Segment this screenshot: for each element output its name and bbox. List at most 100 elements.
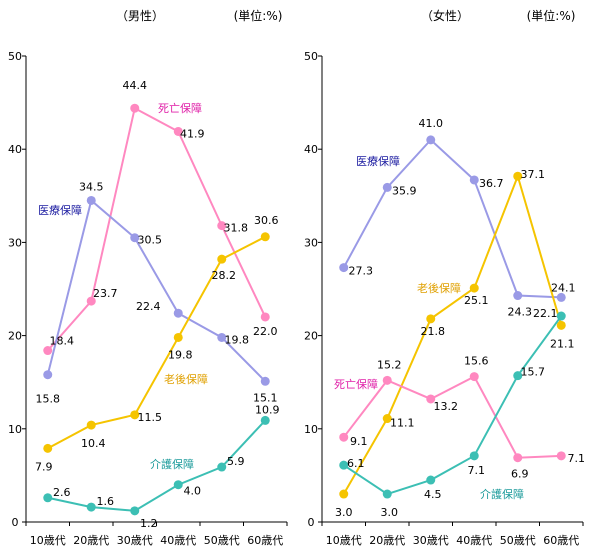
male-data-label: 19.8 (225, 333, 250, 346)
male-data-label: 1.2 (140, 517, 158, 530)
female-data-point (513, 371, 523, 381)
female-data-point (556, 292, 566, 302)
female-data-point (426, 314, 436, 324)
male-data-label: 10.9 (255, 403, 280, 416)
male-unit-label: (単位:%) (234, 8, 283, 23)
male-x-tick-label: 30歳代 (117, 534, 153, 547)
male-data-point (43, 443, 53, 453)
male-data-label: 11.5 (138, 411, 163, 424)
female-series-name-medical: 医療保障 (356, 154, 400, 168)
female-data-point (339, 489, 349, 499)
female-data-point (469, 283, 479, 293)
male-series-name-death: 死亡保障 (158, 101, 202, 115)
female-data-label: 3.0 (381, 506, 399, 519)
male-data-label: 41.9 (180, 127, 205, 140)
female-series-line-0 (342, 138, 562, 299)
female-data-label: 22.1 (533, 307, 558, 320)
male-data-label: 23.7 (93, 287, 118, 300)
male-data-point (260, 376, 270, 386)
male-x-tick-label: 10歳代 (30, 534, 66, 547)
male-series-line-0 (46, 106, 267, 352)
female-y-tick-label: 40 (304, 143, 318, 156)
female-y-tick-label: 20 (304, 330, 318, 343)
female-data-point (556, 320, 566, 330)
female-axes: 0 10 20 30 40 50 10歳代 20歳代 30歳代 40歳代 50歳代 60歳代 (304, 50, 584, 547)
male-series-name-care: 介護保障 (150, 457, 194, 471)
male-data-point (260, 312, 270, 322)
male-data-point (43, 346, 53, 356)
female-data-point (339, 460, 349, 470)
male-data-point (173, 308, 183, 318)
male-data-point (43, 493, 53, 503)
male-data-point (43, 370, 53, 380)
male-x-tick-label: 60歳代 (247, 534, 283, 547)
male-data-label: 19.8 (168, 348, 193, 361)
male-series-names: 死亡保障 医療保障 老後保障 介護保障 (38, 101, 208, 471)
male-data-label: 30.5 (138, 234, 163, 247)
female-data-label: 15.7 (521, 366, 546, 379)
male-chart-panel: （男性） (単位:%) 0 10 20 30 40 50 10歳代 20歳代 30歳代 40歳代 5… (8, 8, 288, 547)
female-y-tick-label: 30 (304, 236, 318, 249)
male-series-line-3 (47, 419, 266, 512)
female-data-point (339, 432, 349, 442)
male-data-label: 30.6 (254, 214, 279, 227)
female-series-name-death: 死亡保障 (334, 377, 378, 391)
male-data-label: 18.4 (50, 335, 75, 348)
male-data-label: 28.2 (212, 269, 237, 282)
male-y-tick-label: 20 (8, 330, 22, 343)
female-data-label: 11.1 (390, 417, 415, 430)
female-series-line-2 (342, 375, 562, 459)
female-value-labels: 27.3 35.9 41.0 36.7 24.3 24.1 3.0 11.1 21.8 25.1 3… (335, 117, 585, 519)
female-y-tick-label: 0 (308, 516, 315, 529)
female-data-label: 6.1 (347, 457, 365, 470)
male-data-label: 4.0 (184, 485, 202, 498)
female-data-point (469, 372, 479, 382)
male-data-label: 1.6 (97, 495, 115, 508)
female-data-label: 15.2 (377, 358, 402, 371)
female-data-point (469, 451, 479, 461)
male-series-line-2 (47, 235, 266, 450)
male-axes: 0 10 20 30 40 50 10歳代 20歳代 30歳代 40歳代 50歳代 60歳代 (8, 50, 288, 547)
male-data-point (173, 126, 183, 136)
female-data-point (382, 489, 392, 499)
male-data-point (173, 332, 183, 342)
male-data-point (86, 420, 96, 430)
male-data-label: 5.9 (227, 455, 245, 468)
female-chart-title: （女性） (421, 8, 469, 23)
female-data-label: 35.9 (392, 184, 417, 197)
male-data-label: 44.4 (123, 79, 148, 92)
male-data-label: 22.0 (253, 325, 278, 338)
male-x-tick-label: 50歳代 (204, 534, 240, 547)
female-data-point (556, 311, 566, 321)
female-data-point (382, 375, 392, 385)
male-data-label: 2.6 (53, 486, 71, 499)
female-series-line-3 (343, 315, 563, 496)
male-series-name-medical: 医療保障 (38, 203, 82, 217)
male-data-point (130, 103, 140, 113)
female-x-tick-label: 50歳代 (500, 534, 536, 547)
male-data-label: 34.5 (79, 180, 104, 193)
male-data-point (173, 480, 183, 490)
male-data-point (130, 506, 140, 516)
male-data-point (217, 254, 227, 264)
male-data-point (86, 502, 96, 512)
female-data-label: 13.2 (434, 400, 459, 413)
female-chart-panel: （女性） (単位:%) 0 10 20 30 40 50 10歳代 20歳代 30歳代 40歳代 5… (304, 8, 585, 547)
female-data-label: 6.9 (511, 468, 529, 481)
male-x-tick-label: 20歳代 (73, 534, 109, 547)
male-data-point (130, 233, 140, 243)
female-data-label: 9.1 (350, 435, 368, 448)
male-data-point (217, 462, 227, 472)
female-data-label: 36.7 (479, 177, 504, 190)
female-data-point (426, 135, 436, 145)
male-series-layer (43, 103, 270, 516)
female-data-label: 25.1 (464, 294, 489, 307)
female-data-label: 15.6 (464, 355, 489, 368)
male-series-name-retirement: 老後保障 (164, 372, 208, 386)
female-x-tick-label: 40歳代 (456, 534, 492, 547)
male-data-point (260, 415, 270, 425)
male-value-labels: 18.4 23.7 44.4 41.9 31.8 22.0 15.8 34.5 30.5 22.4… (35, 79, 280, 530)
female-unit-label: (単位:%) (527, 8, 576, 23)
female-data-label: 27.3 (349, 265, 374, 278)
